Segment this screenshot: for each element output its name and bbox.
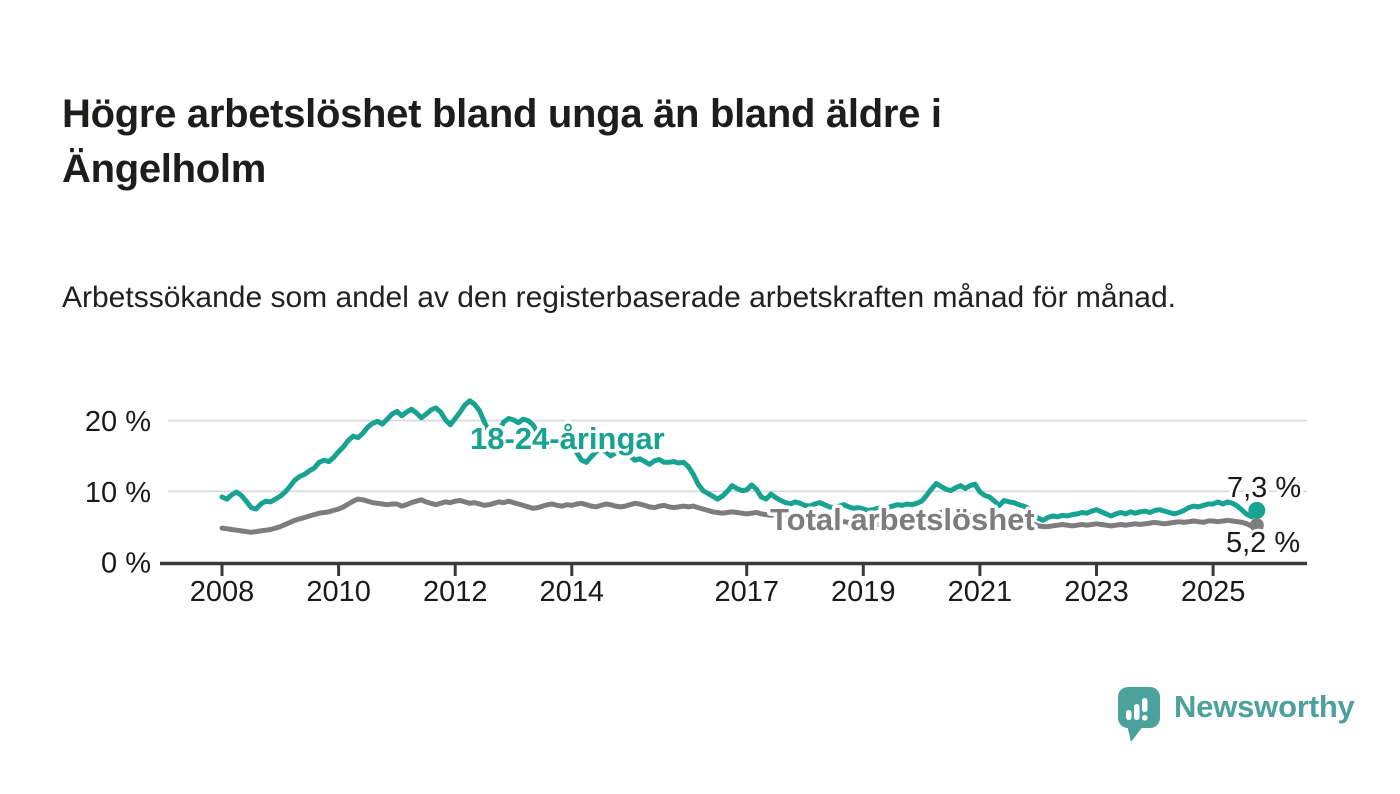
page-title: Högre arbetslöshet bland unga än bland ä…	[62, 91, 942, 191]
y-axis-label-20: 20 %	[85, 406, 151, 438]
x-axis-label-2023: 2023	[1064, 576, 1129, 608]
x-axis-label-2014: 2014	[540, 576, 605, 608]
x-axis-label-2012: 2012	[423, 576, 488, 608]
end-value-label: 5,2 %	[1226, 527, 1300, 559]
y-axis-label-0: 0 %	[101, 548, 151, 580]
x-axis-label-2019: 2019	[831, 576, 896, 608]
end-dot-total	[1249, 518, 1264, 533]
x-axis-label-2017: 2017	[714, 576, 779, 608]
series-line-18-24-ringar	[219, 398, 1260, 523]
end-value-label: 7,3 %	[1227, 472, 1301, 504]
series-inline-label: Total arbetslöshet	[770, 502, 1035, 537]
x-axis-label-2021: 2021	[948, 576, 1013, 608]
page-subtitle: Arbetssökande som andel av den registerb…	[62, 281, 1176, 314]
newsworthy-logo: Newsworthy	[1117, 686, 1355, 743]
end-dot-young	[1248, 501, 1266, 519]
series-line-total-arbetsl-shet	[219, 496, 1260, 535]
series-inline-label: 18-24-åringar	[470, 421, 665, 456]
y-axis-label-10: 10 %	[85, 477, 151, 509]
newsworthy-speech-bubble-chart-icon	[1118, 687, 1160, 742]
x-axis-label-2010: 2010	[306, 576, 371, 608]
x-axis-label-2025: 2025	[1181, 576, 1246, 608]
x-axis-label-2008: 2008	[190, 576, 255, 608]
brand-name: Newsworthy	[1174, 689, 1355, 724]
